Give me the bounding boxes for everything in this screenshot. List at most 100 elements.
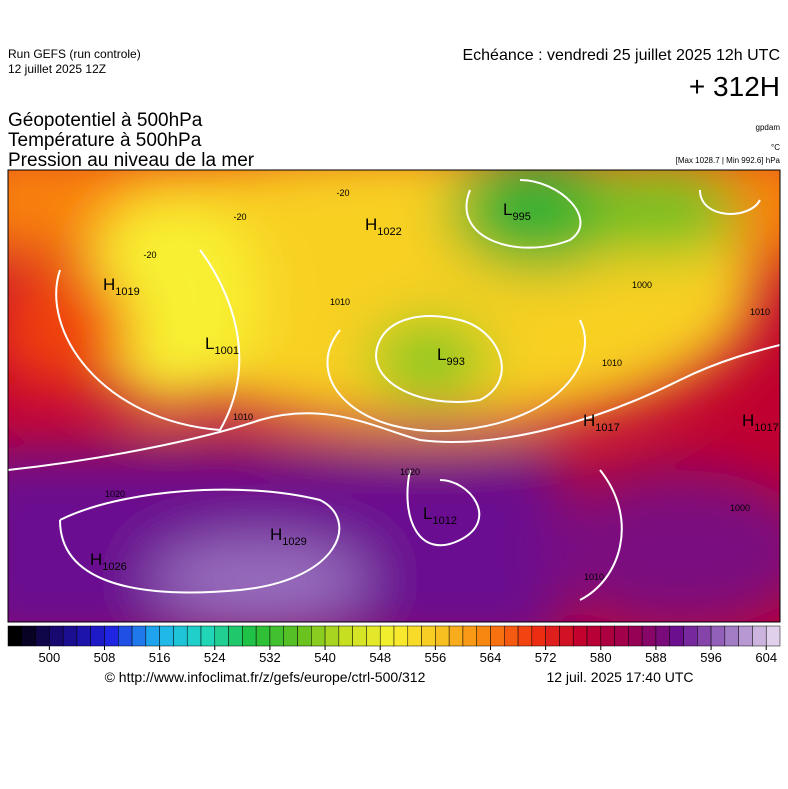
colorbar-swatch: [559, 625, 574, 647]
colorbar-swatch: [407, 625, 422, 647]
colorbar-label: 604: [755, 650, 777, 665]
colorbar-swatch: [641, 625, 657, 647]
colorbar-swatch: [586, 625, 602, 647]
source-url: © http://www.infoclimat.fr/z/gefs/europe…: [105, 669, 426, 685]
center-value: 1017: [595, 422, 619, 434]
colorbar-swatch: [504, 625, 519, 647]
colorbar-label: 508: [94, 650, 116, 665]
colorbar-swatch: [21, 625, 36, 647]
colorbar-swatch: [7, 625, 23, 647]
colorbar-label: 500: [39, 650, 61, 665]
center-value: 1022: [377, 226, 401, 238]
colorbar-swatch: [269, 625, 284, 647]
center-value: 995: [512, 211, 530, 223]
run-date: 12 juillet 2025 12Z: [8, 62, 106, 76]
center-kind: H: [90, 550, 102, 569]
colorbar-swatch: [531, 625, 546, 647]
valid-time: Echéance : vendredi 25 juillet 2025 12h …: [462, 47, 780, 64]
center-kind: L: [503, 200, 512, 219]
unit: [Max 1028.7 | Min 992.6] hPa: [676, 156, 781, 165]
center-kind: H: [365, 215, 377, 234]
center-value: 1012: [432, 515, 456, 527]
pressure-center: H1022: [365, 215, 402, 238]
isobar-label: -20: [233, 212, 246, 222]
center-value: 1017: [754, 422, 778, 434]
colorbar-swatch: [90, 625, 105, 647]
center-value: 1019: [115, 286, 139, 298]
colorbar-swatch: [628, 625, 643, 647]
colorbar: 500 508 516 524 532 540 548 556 564 572 580 588 596 6…: [7, 625, 781, 665]
title: Pression au niveau de la mer: [8, 150, 255, 171]
colorbar-swatch: [421, 625, 436, 647]
colorbar-swatch: [738, 625, 753, 647]
colorbar-swatch: [324, 625, 340, 647]
colorbar-swatch: [131, 625, 147, 647]
center-value: 1001: [214, 345, 238, 357]
colorbar-label: 596: [700, 650, 722, 665]
colorbar-swatch: [145, 625, 160, 647]
pressure-center: H1017: [742, 411, 779, 434]
colorbar-swatch: [242, 625, 257, 647]
colorbar-label: 548: [369, 650, 391, 665]
pressure-center: H1029: [270, 525, 307, 548]
colorbar-label: 556: [425, 650, 447, 665]
colorbar-swatch: [697, 625, 712, 647]
colorbar-label: 580: [590, 650, 612, 665]
colorbar-swatch: [366, 625, 381, 647]
pressure-center: H1019: [103, 275, 140, 298]
colorbar-swatch: [517, 625, 533, 647]
colorbar-swatch: [62, 625, 78, 647]
colorbar-swatch: [448, 625, 464, 647]
colorbar-swatch: [104, 625, 119, 647]
center-value: 1029: [282, 536, 306, 548]
colorbar-swatch: [379, 625, 395, 647]
colorbar-swatch: [393, 625, 409, 647]
colorbar-label: 516: [149, 650, 171, 665]
colorbar-swatch: [118, 625, 133, 647]
colorbar-label: 524: [204, 650, 226, 665]
colorbar-swatch: [752, 625, 767, 647]
isobar-label: 1010: [584, 572, 604, 582]
map: [8, 170, 780, 622]
isobar-label: 1000: [730, 503, 750, 513]
colorbar-swatch: [200, 625, 216, 647]
colorbar-swatch: [462, 625, 477, 647]
colorbar-swatch: [724, 625, 739, 647]
colorbar-swatch: [338, 625, 353, 647]
colorbar-swatch: [655, 625, 670, 647]
colorbar-swatch: [490, 625, 505, 647]
colorbar-swatch: [214, 625, 229, 647]
colorbar-swatch: [435, 625, 450, 647]
colorbar-swatch: [710, 625, 726, 647]
colorbar-label: 588: [645, 650, 667, 665]
map-frame: [7, 169, 781, 623]
isobar-label: 1010: [750, 307, 770, 317]
pressure-center: L995: [503, 200, 531, 223]
colorbar-swatch: [159, 625, 174, 647]
isobar-label: 1020: [400, 467, 420, 477]
colorbar-label: 540: [314, 650, 336, 665]
colorbar-swatch: [352, 625, 367, 647]
colorbar-swatch: [297, 625, 312, 647]
colorbar-swatch: [683, 625, 698, 647]
run-label: Run GEFS (run controle): [8, 47, 141, 61]
isobar-label: 1000: [632, 280, 652, 290]
pressure-center: L993: [437, 345, 465, 368]
isobar-label: 1010: [602, 358, 622, 368]
colorbar-swatch: [49, 625, 64, 647]
colorbar-swatch: [545, 625, 560, 647]
colorbar-swatch: [600, 625, 615, 647]
center-kind: H: [742, 411, 754, 430]
unit: gpdam: [756, 123, 781, 132]
unit: °C: [771, 143, 780, 152]
center-kind: H: [270, 525, 282, 544]
lead-time: + 312H: [689, 71, 780, 102]
isobar-label: 1020: [105, 489, 125, 499]
pressure-center: L1012: [423, 504, 457, 527]
isobar-label: -20: [336, 188, 349, 198]
pressure-center: H1026: [90, 550, 127, 573]
center-kind: L: [423, 504, 432, 523]
colorbar-label: 532: [259, 650, 281, 665]
center-kind: H: [583, 411, 595, 430]
colorbar-swatch: [669, 625, 684, 647]
